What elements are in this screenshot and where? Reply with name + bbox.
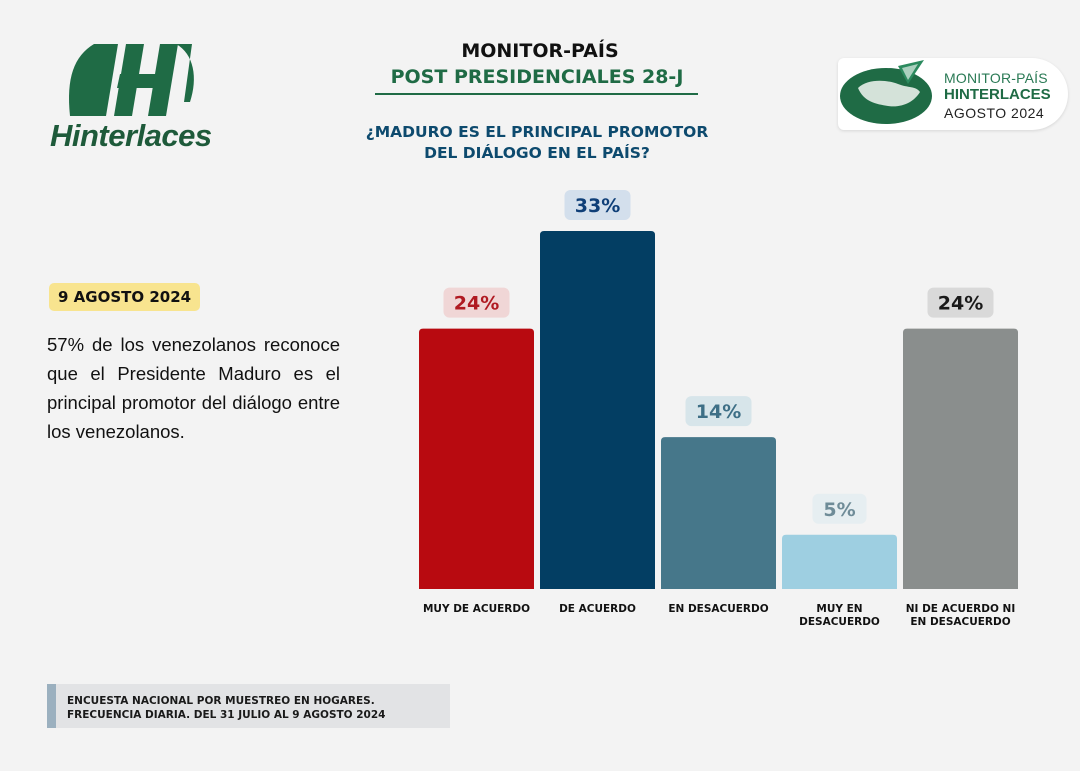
value-label-1: 33% xyxy=(575,195,620,217)
value-label-bg-1 xyxy=(564,190,631,220)
hinterlaces-h-logo-icon xyxy=(69,44,194,116)
category-label-4: NI DE ACUERDO NI EN DESACUERDO xyxy=(906,603,1016,628)
chart-title: ¿MADURO ES EL PRINCIPAL PROMOTOR DEL DIÁ… xyxy=(0,122,1074,164)
value-label-2: 14% xyxy=(696,401,741,423)
logo-wordmark: Hinterlaces xyxy=(50,118,212,153)
badge-line-1: MONITOR-PAÍS xyxy=(944,70,1048,86)
value-label-bg-3 xyxy=(812,493,867,524)
bar-3 xyxy=(782,534,897,589)
venezuela-globe-icon xyxy=(840,60,932,124)
footer-note-box xyxy=(56,684,450,728)
bar-chart: 24% MUY DE ACUERDO 33% DE ACUERDO 14% EN DESA… xyxy=(419,190,1018,628)
category-label-2: EN DESACUERDO xyxy=(668,603,768,615)
footer-line-1: ENCUESTA NACIONAL POR MUESTREO EN HOGARE… xyxy=(67,695,375,707)
badge-line-3: AGOSTO 2024 xyxy=(944,105,1045,121)
category-label-3: MUY EN DESACUERDO xyxy=(799,603,880,628)
bar-0 xyxy=(419,328,534,589)
footer-accent-bar xyxy=(47,684,56,728)
value-label-bg-2 xyxy=(685,396,752,427)
value-label-0: 24% xyxy=(454,293,499,315)
subtitle-underline xyxy=(375,93,698,95)
chart-title-line-2: DEL DIÁLOGO EN EL PAÍS? xyxy=(424,144,650,162)
date-badge: 9 AGOSTO 2024 xyxy=(49,283,201,311)
bar-4 xyxy=(903,328,1018,589)
chart-title-line-1: ¿MADURO ES EL PRINCIPAL PROMOTOR xyxy=(365,123,709,141)
summary-text: 57% de los venezolanos reconoce que el P… xyxy=(47,334,340,442)
page-subtitle: POST PRESIDENCIALES 28-J xyxy=(390,66,684,88)
value-label-bg-4 xyxy=(927,287,994,318)
bar-2 xyxy=(661,437,776,589)
category-label-0: MUY DE ACUERDO xyxy=(423,603,530,615)
bar-1 xyxy=(540,231,655,589)
value-label-3: 5% xyxy=(823,499,855,521)
footer-note: ENCUESTA NACIONAL POR MUESTREO EN HOGARE… xyxy=(67,694,385,722)
page-title: MONITOR-PAÍS xyxy=(461,40,619,62)
value-label-bg-0 xyxy=(443,287,510,318)
footer-line-2: FRECUENCIA DIARIA. DEL 31 JULIO AL 9 AGO… xyxy=(67,709,386,721)
category-label-1: DE ACUERDO xyxy=(559,603,636,615)
value-label-4: 24% xyxy=(938,293,983,315)
badge-line-2: HINTERLACES xyxy=(944,86,1051,103)
